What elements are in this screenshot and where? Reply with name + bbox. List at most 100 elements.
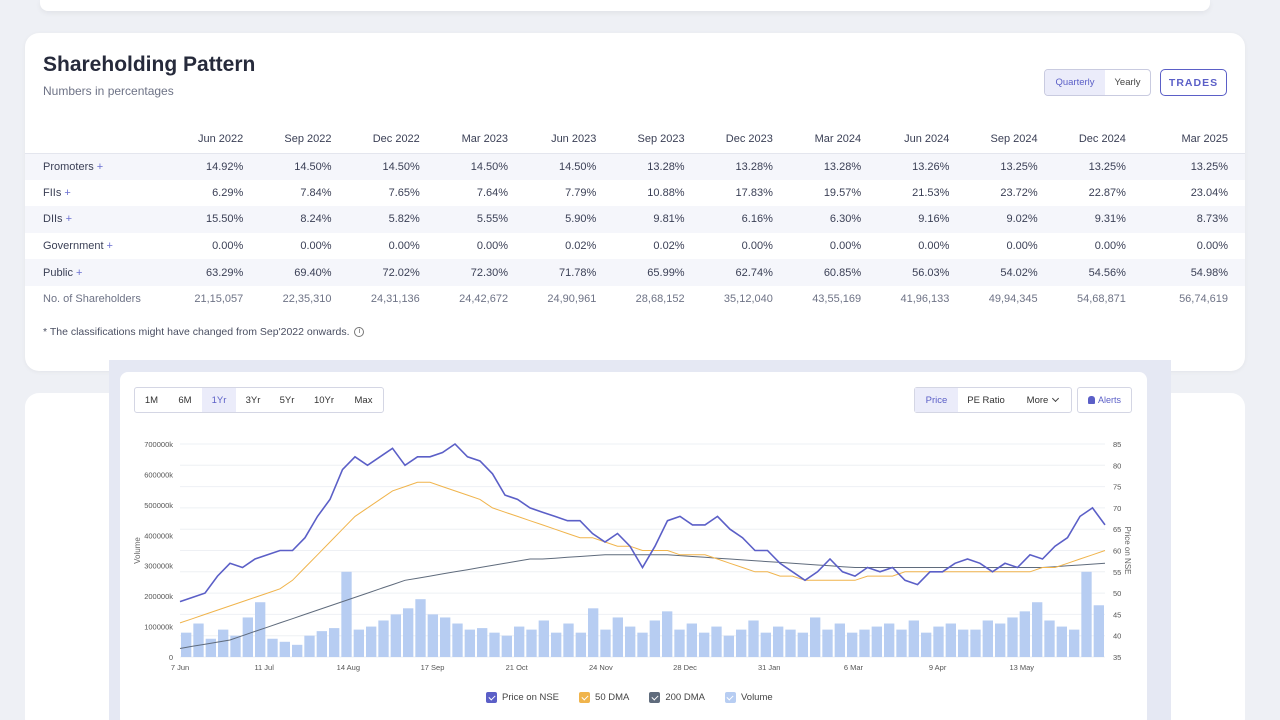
volume-bar [279,641,290,657]
table-row: No. of Shareholders 21,15,057 22,35,310 24,… [25,286,1245,313]
x-axis-tick: 9 Apr [929,663,947,672]
volume-bar [575,632,586,657]
volume-bar [292,644,303,657]
price-mode-button[interactable]: Price [915,388,958,412]
right-axis-tick: 35 [1113,653,1121,662]
table-cell: 7.65% [388,186,420,199]
right-axis-tick: 65 [1113,525,1121,534]
table-row: FIIs +6.29% 7.84% 7.65% 7.64% 7.79% 10.88% 17.8… [25,180,1245,207]
volume-bar [896,629,907,657]
volume-bar [551,632,562,657]
row-label[interactable]: DIIs + [25,206,155,233]
table-cell: 24,90,961 [547,293,597,306]
volume-bar [859,629,870,657]
table-cell: 7.79% [565,186,597,199]
range-button-1m[interactable]: 1M [144,394,159,406]
x-axis-tick: 7 Jun [171,663,189,672]
expand-plus-icon[interactable]: + [96,160,104,173]
legend-item[interactable]: 200 DMA [649,692,705,703]
table-cell: 65.99% [647,266,685,279]
row-label[interactable]: FIIs + [25,180,155,207]
yearly-toggle[interactable]: Yearly [1114,77,1141,88]
volume-bar [810,617,821,657]
expand-plus-icon[interactable]: + [65,213,72,226]
volume-bar [1007,617,1018,657]
volume-bar [501,635,512,657]
volume-bar [686,623,697,657]
bell-icon [1087,396,1095,404]
trades-button[interactable]: TRADES [1160,69,1227,96]
range-button-6m[interactable]: 6M [178,394,192,406]
table-cell: 72.02% [382,266,420,279]
volume-bar [464,629,475,657]
volume-bar [193,623,204,657]
volume-bar [242,617,253,657]
legend-checkbox-icon[interactable] [486,692,497,703]
x-axis-tick: 11 Jul [254,663,274,672]
table-cell: 0.00% [212,240,244,253]
left-axis-tick: 400000k [144,531,173,540]
volume-bar [1032,602,1043,657]
right-axis-tick: 55 [1113,568,1121,577]
left-axis-tick: 700000k [144,440,173,449]
table-cell: 54.02% [1000,266,1038,279]
expand-plus-icon[interactable]: + [106,240,113,253]
row-label[interactable]: Government + [25,233,155,260]
volume-bar [440,617,451,657]
range-button-1yr[interactable]: 1Yr [202,388,236,412]
volume-bar [390,614,401,657]
chart-card [120,372,1147,720]
info-icon[interactable]: i [354,327,365,337]
expand-plus-icon[interactable]: + [64,186,71,199]
volume-bar [748,620,759,657]
volume-bar [218,629,229,657]
column-header: Sep 2023 [637,133,685,146]
x-axis-tick: 31 Jan [758,663,781,672]
table-cell: 49,94,345 [988,293,1038,306]
table-header-row: Jun 2022 Sep 2022 Dec 2022 Mar 2023 Jun 2023… [25,126,1245,153]
table-cell: 0.00% [388,240,420,253]
price-line [179,442,1106,603]
range-button-5yr[interactable]: 5Yr [279,394,295,406]
table-cell: 0.00% [741,240,773,253]
legend-checkbox-icon[interactable] [579,692,591,703]
legend-item[interactable]: Price on NSE [486,692,559,703]
legend-checkbox-icon[interactable] [724,692,736,703]
volume-bar [662,611,673,657]
table-cell: 0.00% [918,240,950,253]
volume-bar [378,620,389,657]
classification-note: * The classifications might have changed… [43,326,365,338]
pe-ratio-button[interactable]: PE Ratio [967,394,1005,406]
alerts-button[interactable]: Alerts [1077,387,1132,413]
volume-bar [230,635,241,657]
table-cell: 13.28% [735,160,773,173]
volume-bar [933,626,944,657]
volume-bar [637,632,648,657]
expand-plus-icon[interactable]: + [75,266,83,279]
table-cell: 69.40% [294,266,332,279]
range-button-max[interactable]: Max [354,394,373,406]
volume-bar [822,629,833,657]
quarterly-toggle[interactable]: Quarterly [1045,70,1105,95]
volume-bar [921,632,932,657]
legend-checkbox-icon[interactable] [649,692,661,703]
table-cell: 63.29% [205,266,244,279]
table-cell: 43,55,169 [812,293,862,306]
row-label[interactable]: Public + [25,259,155,286]
more-dropdown[interactable]: More [1014,388,1071,412]
x-axis-tick: 28 Dec [673,663,697,672]
legend-item[interactable]: Volume [724,692,773,703]
table-row: Public +63.29% 69.40% 72.02% 72.30% 71.78% 65.… [25,259,1245,286]
table-row: DIIs +15.50% 8.24% 5.82% 5.55% 5.90% 9.81% 6.16… [25,206,1245,233]
range-button-10yr[interactable]: 10Yr [313,394,335,406]
left-axis-tick: 500000k [144,501,173,510]
table-cell: 13.25% [1088,160,1126,173]
column-header: Dec 2023 [725,133,773,146]
volume-bar [427,614,438,657]
table-cell: 14.92% [205,160,244,173]
legend-item[interactable]: 50 DMA [579,692,629,703]
row-label[interactable]: Promoters + [25,153,155,180]
right-axis-tick: 75 [1113,483,1121,492]
range-button-3yr[interactable]: 3Yr [245,394,261,406]
volume-bar [415,599,426,657]
